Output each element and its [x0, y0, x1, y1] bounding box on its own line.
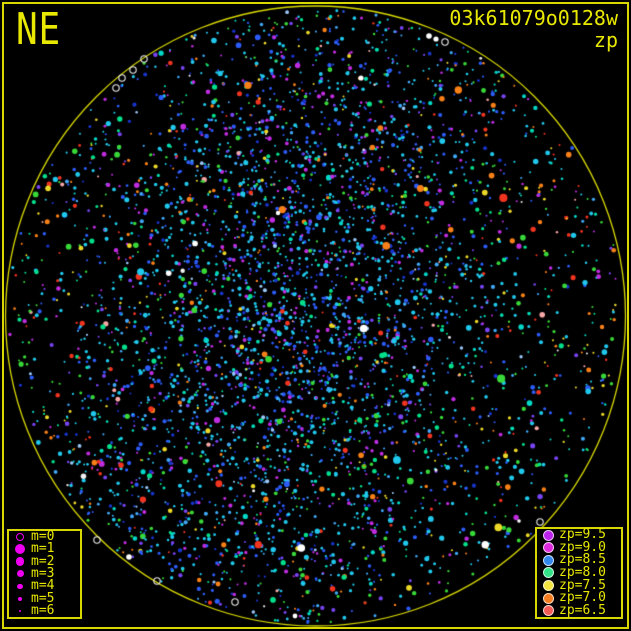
legend-zeropoint-label: zp=8.0	[559, 564, 606, 580]
legend-zeropoint-row: zp=8.5	[537, 552, 621, 568]
zeropoint-marker	[542, 542, 554, 554]
plot-title: 03k61079o0128w	[449, 6, 618, 30]
zeropoint-marker	[542, 529, 554, 541]
legend-magnitude-row: m=6	[9, 602, 80, 618]
legend-magnitude-label: m=1	[31, 541, 55, 557]
magnitude-marker-wrap	[9, 557, 31, 566]
legend-zeropoint: zp=9.5 zp=9.0 zp=8.5 zp=8.0 zp=7.5 zp=7.…	[535, 527, 623, 619]
legend-magnitude-row: m=2	[9, 553, 80, 569]
zeropoint-marker-wrap	[537, 580, 559, 592]
legend-zeropoint-row: zp=9.5	[537, 527, 621, 543]
legend-zeropoint-label: zp=6.5	[559, 602, 606, 618]
legend-zeropoint-label: zp=9.5	[559, 527, 606, 543]
zeropoint-marker	[542, 554, 554, 566]
zeropoint-marker	[542, 592, 554, 604]
legend-magnitude-label: m=6	[31, 602, 55, 618]
zeropoint-marker	[542, 580, 554, 592]
zeropoint-marker-wrap	[537, 542, 559, 554]
magnitude-marker	[15, 544, 25, 555]
magnitude-marker	[16, 570, 24, 578]
legend-zeropoint-label: zp=7.5	[559, 577, 606, 593]
magnitude-marker	[16, 533, 24, 542]
legend-zeropoint-row: zp=7.5	[537, 577, 621, 593]
zeropoint-marker-wrap	[537, 605, 559, 617]
legend-zeropoint-row: zp=7.0	[537, 590, 621, 606]
legend-magnitude-row: m=4	[9, 578, 80, 594]
magnitude-marker	[15, 557, 25, 566]
zeropoint-marker-wrap	[537, 592, 559, 604]
magnitude-marker	[18, 609, 22, 613]
zeropoint-marker	[542, 567, 554, 579]
zeropoint-marker	[542, 605, 554, 617]
magnitude-marker-wrap	[9, 583, 31, 590]
legend-zeropoint-label: zp=7.0	[559, 590, 606, 606]
magnitude-marker	[17, 583, 23, 590]
legend-zeropoint-row: zp=6.5	[537, 602, 621, 618]
legend-zeropoint-row: zp=8.0	[537, 564, 621, 580]
legend-magnitude-label: m=2	[31, 553, 55, 569]
zeropoint-marker-wrap	[537, 554, 559, 566]
legend-magnitude-label: m=4	[31, 578, 55, 594]
magnitude-marker-wrap	[9, 609, 31, 613]
magnitude-marker-wrap	[9, 544, 31, 555]
legend-magnitude-row: m=5	[9, 590, 80, 606]
legend-magnitude-row: m=1	[9, 541, 80, 557]
legend-magnitude-label: m=0	[31, 529, 55, 545]
magnitude-marker	[18, 596, 22, 601]
zeropoint-marker-wrap	[537, 529, 559, 541]
zeropoint-marker-wrap	[537, 567, 559, 579]
magnitude-marker-wrap	[9, 596, 31, 601]
legend-zeropoint-row: zp=9.0	[537, 539, 621, 555]
legend-magnitude-row: m=3	[9, 565, 80, 581]
legend-magnitude: m=0 m=1 m=2 m=3 m=4 m=5 m=6	[7, 529, 82, 619]
magnitude-marker-wrap	[9, 570, 31, 578]
legend-zeropoint-label: zp=9.0	[559, 539, 606, 555]
plot-subtitle: zp	[593, 28, 618, 52]
legend-magnitude-label: m=3	[31, 565, 55, 581]
legend-magnitude-label: m=5	[31, 590, 55, 606]
legend-zeropoint-label: zp=8.5	[559, 552, 606, 568]
magnitude-marker-wrap	[9, 533, 31, 542]
legend-magnitude-row: m=0	[9, 529, 80, 545]
corner-label: NE	[16, 4, 62, 55]
